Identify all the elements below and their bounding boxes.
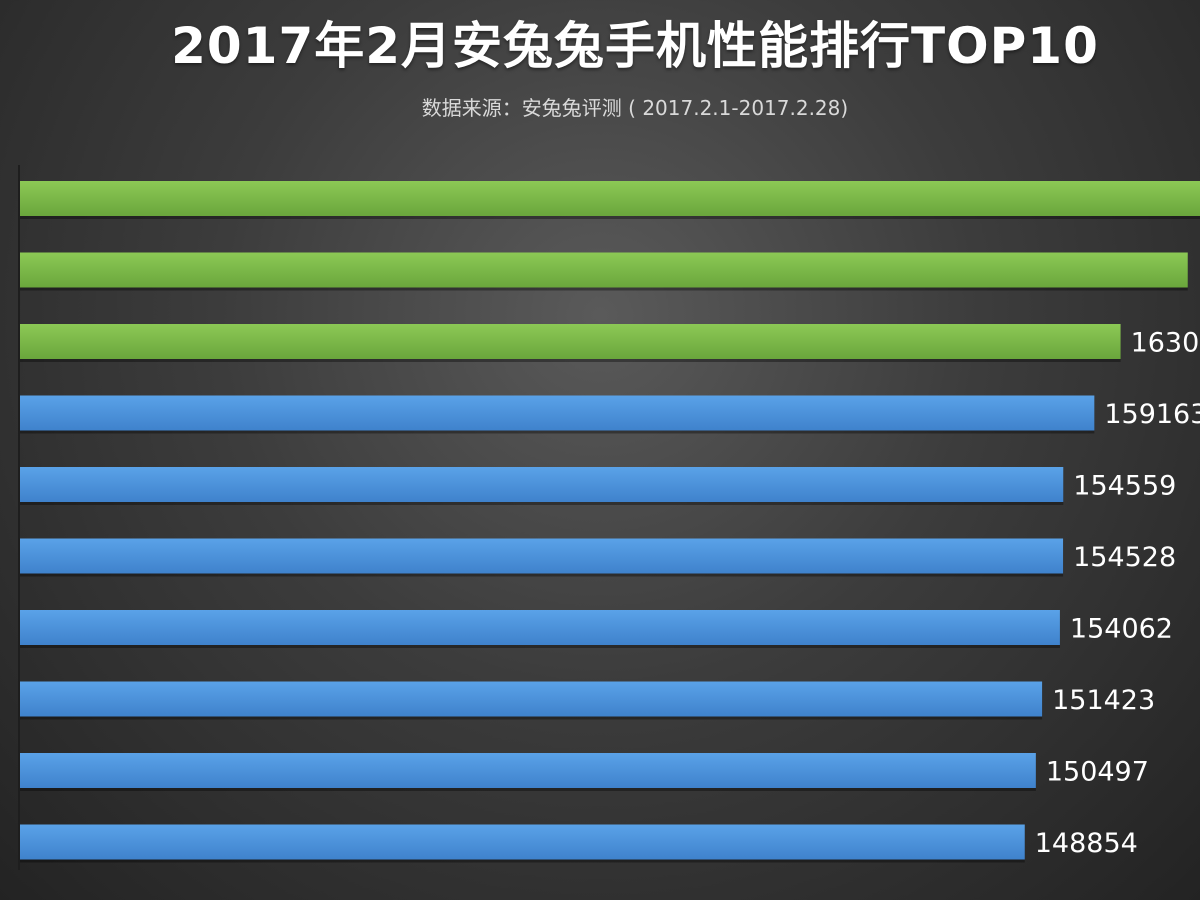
bar-3 [20,324,1121,359]
bar-value-label-10: 148854 [1035,828,1138,859]
bar-value-label-9: 150497 [1046,757,1149,788]
bar-value-label-6: 154528 [1073,542,1176,573]
bar-1 [20,181,1200,216]
bar-value-label-5: 154559 [1073,471,1176,502]
bar-value-label-4: 159163 [1104,399,1200,430]
bar-10 [20,824,1025,860]
bar-value-label-3: 16304 [1131,328,1200,359]
bar-8 [20,681,1043,717]
chart-title: 2017年2月安兔兔手机性能排行TOP10 [171,17,1099,75]
bar-value-label-7: 154062 [1070,614,1173,645]
bar-value-label-2: 1 [1198,256,1200,287]
bars-group: 1 16304 159163 154559 154528 154062 151423 1504… [20,181,1200,863]
bar-6 [20,538,1064,574]
bar-2 [20,252,1188,288]
bar-7 [20,610,1060,645]
chart-subtitle: 数据来源：安兔兔评测 ( 2017.2.1-2017.2.28) [421,96,849,120]
bar-9 [20,753,1036,788]
bar-5 [20,467,1064,502]
bar-4 [20,395,1095,431]
bar-value-label-8: 151423 [1052,685,1155,716]
